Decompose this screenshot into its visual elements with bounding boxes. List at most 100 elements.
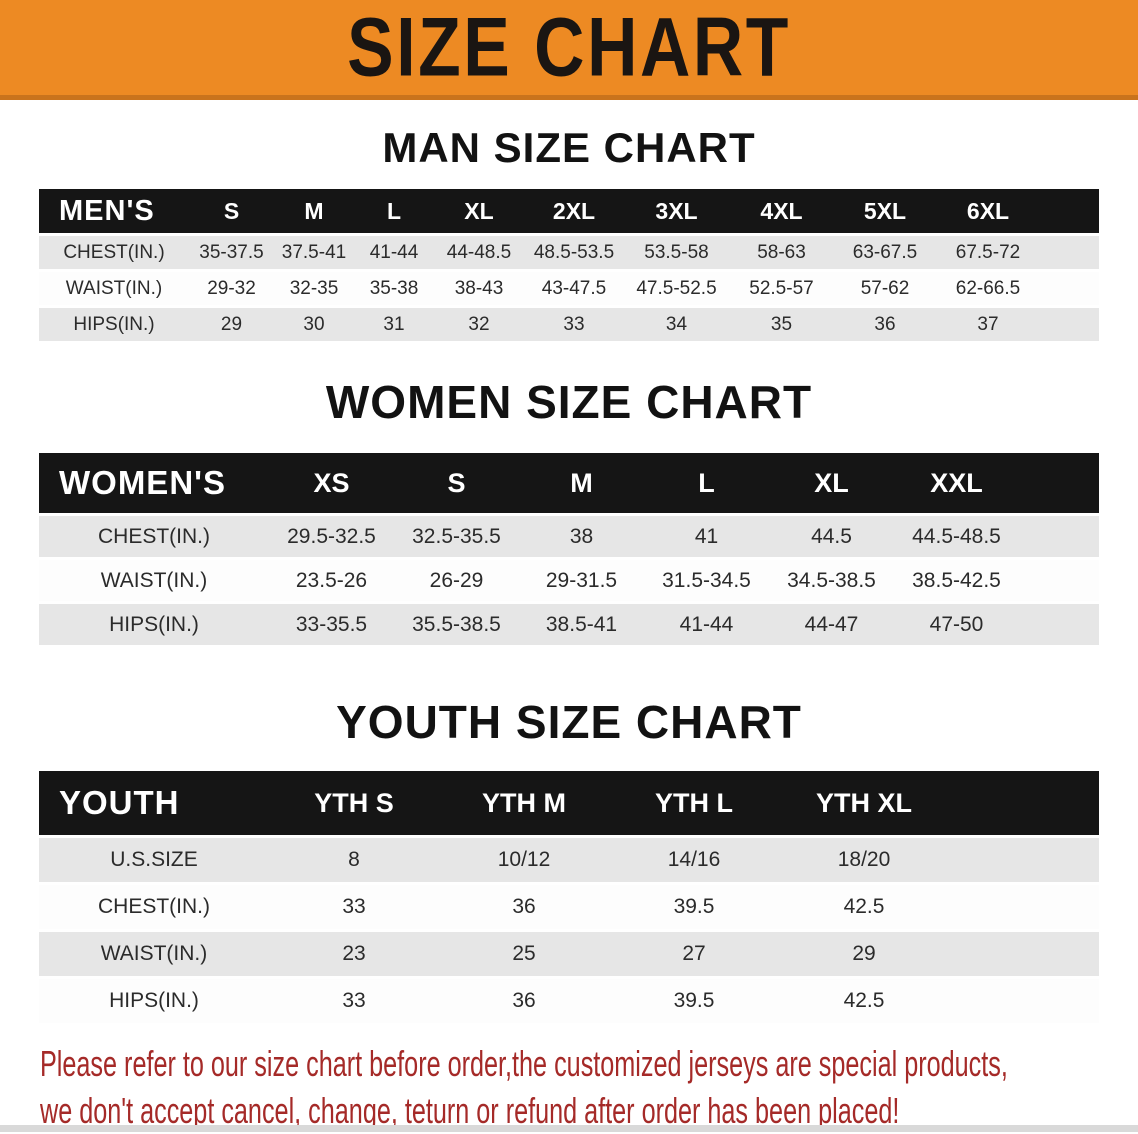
size-value-cell: 57-62 bbox=[834, 272, 936, 305]
size-value-cell: 39.5 bbox=[609, 885, 779, 929]
size-value-cell: 44-48.5 bbox=[434, 236, 524, 269]
size-column-header: XL bbox=[434, 189, 524, 233]
size-value-cell: 23 bbox=[269, 932, 439, 976]
size-value-cell: 32-35 bbox=[274, 272, 354, 305]
size-value-cell: 27 bbox=[609, 932, 779, 976]
row-spacer-cell bbox=[1019, 560, 1099, 601]
size-column-header: XXL bbox=[894, 453, 1019, 513]
size-column-header: YTH M bbox=[439, 771, 609, 835]
size-value-cell: 26-29 bbox=[394, 560, 519, 601]
header-spacer-cell bbox=[1019, 453, 1099, 513]
size-column-header: YTH XL bbox=[779, 771, 949, 835]
size-value-cell: 37 bbox=[936, 308, 1040, 341]
row-spacer-cell bbox=[1019, 516, 1099, 557]
size-value-cell: 34.5-38.5 bbox=[769, 560, 894, 601]
table-header-row: MEN'S S M L XL 2XL 3XL 4XL 5XL 6XL bbox=[39, 189, 1099, 233]
row-label: WAIST(IN.) bbox=[39, 560, 269, 601]
size-value-cell: 36 bbox=[834, 308, 936, 341]
size-value-cell: 38.5-41 bbox=[519, 604, 644, 645]
disclaimer-line-2: we don't accept cancel, change, teturn o… bbox=[40, 1090, 900, 1131]
size-value-cell: 38-43 bbox=[434, 272, 524, 305]
youth-size-chart-heading: YOUTH SIZE CHART bbox=[336, 696, 802, 748]
bottom-edge-strip bbox=[0, 1125, 1138, 1132]
size-value-cell: 48.5-53.5 bbox=[524, 236, 624, 269]
size-column-header: YTH S bbox=[269, 771, 439, 835]
women-size-chart-heading: WOMEN SIZE CHART bbox=[325, 376, 813, 428]
row-label: HIPS(IN.) bbox=[39, 604, 269, 645]
size-value-cell: 34 bbox=[624, 308, 729, 341]
size-value-cell: 35-38 bbox=[354, 272, 434, 305]
size-value-cell: 29-31.5 bbox=[519, 560, 644, 601]
table-header-row: WOMEN'S XS S M L XL XXL bbox=[39, 453, 1099, 513]
size-value-cell: 35 bbox=[729, 308, 834, 341]
size-value-cell: 38.5-42.5 bbox=[894, 560, 1019, 601]
size-column-header: L bbox=[354, 189, 434, 233]
size-value-cell: 47.5-52.5 bbox=[624, 272, 729, 305]
row-spacer-cell bbox=[949, 979, 1099, 1023]
row-label: WAIST(IN.) bbox=[39, 932, 269, 976]
size-value-cell: 14/16 bbox=[609, 838, 779, 882]
table-row: WAIST(IN.) 23 25 27 29 bbox=[39, 932, 1099, 976]
size-value-cell: 62-66.5 bbox=[936, 272, 1040, 305]
banner-title: SIZE CHART bbox=[347, 0, 791, 94]
row-spacer-cell bbox=[949, 885, 1099, 929]
size-value-cell: 36 bbox=[439, 979, 609, 1023]
row-spacer-cell bbox=[949, 932, 1099, 976]
size-value-cell: 63-67.5 bbox=[834, 236, 936, 269]
size-column-header: 5XL bbox=[834, 189, 936, 233]
size-value-cell: 33 bbox=[269, 979, 439, 1023]
size-value-cell: 67.5-72 bbox=[936, 236, 1040, 269]
row-label: CHEST(IN.) bbox=[39, 516, 269, 557]
size-value-cell: 42.5 bbox=[779, 885, 949, 929]
row-label: WAIST(IN.) bbox=[39, 272, 189, 305]
size-value-cell: 10/12 bbox=[439, 838, 609, 882]
size-value-cell: 47-50 bbox=[894, 604, 1019, 645]
size-column-header: 6XL bbox=[936, 189, 1040, 233]
row-spacer-cell bbox=[1040, 236, 1099, 269]
table-corner-label: MEN'S bbox=[39, 189, 189, 233]
disclaimer-text: Please refer to our size chart before or… bbox=[40, 1040, 1138, 1134]
row-spacer-cell bbox=[949, 838, 1099, 882]
size-value-cell: 35-37.5 bbox=[189, 236, 274, 269]
size-column-header: M bbox=[519, 453, 644, 513]
mens-size-table: MEN'S S M L XL 2XL 3XL 4XL 5XL 6XL CHEST(IN.) 35-37… bbox=[39, 186, 1099, 344]
size-value-cell: 8 bbox=[269, 838, 439, 882]
size-value-cell: 41-44 bbox=[644, 604, 769, 645]
womens-size-table: WOMEN'S XS S M L XL XXL CHEST(IN.) 29.5-32.5 32.5… bbox=[39, 450, 1099, 648]
table-corner-label: WOMEN'S bbox=[39, 453, 269, 513]
size-value-cell: 30 bbox=[274, 308, 354, 341]
size-value-cell: 31 bbox=[354, 308, 434, 341]
size-column-header: S bbox=[394, 453, 519, 513]
size-value-cell: 31.5-34.5 bbox=[644, 560, 769, 601]
size-value-cell: 43-47.5 bbox=[524, 272, 624, 305]
size-column-header: 2XL bbox=[524, 189, 624, 233]
header-spacer-cell bbox=[1040, 189, 1099, 233]
size-column-header: L bbox=[644, 453, 769, 513]
size-value-cell: 39.5 bbox=[609, 979, 779, 1023]
size-value-cell: 29 bbox=[779, 932, 949, 976]
size-value-cell: 33 bbox=[269, 885, 439, 929]
size-value-cell: 29-32 bbox=[189, 272, 274, 305]
disclaimer-line-1: Please refer to our size chart before or… bbox=[40, 1043, 1008, 1084]
size-value-cell: 58-63 bbox=[729, 236, 834, 269]
size-value-cell: 44.5-48.5 bbox=[894, 516, 1019, 557]
row-spacer-cell bbox=[1040, 272, 1099, 305]
size-value-cell: 53.5-58 bbox=[624, 236, 729, 269]
youth-size-table: YOUTH YTH S YTH M YTH L YTH XL U.S.SIZE 8 10/12… bbox=[39, 768, 1099, 1026]
size-value-cell: 29 bbox=[189, 308, 274, 341]
size-chart-banner: SIZE CHART bbox=[0, 0, 1138, 100]
table-row: CHEST(IN.) 35-37.5 37.5-41 41-44 44-48.5 48.5… bbox=[39, 236, 1099, 269]
size-value-cell: 42.5 bbox=[779, 979, 949, 1023]
man-size-chart-heading: MAN SIZE CHART bbox=[382, 124, 756, 171]
row-spacer-cell bbox=[1040, 308, 1099, 341]
table-row: CHEST(IN.) 33 36 39.5 42.5 bbox=[39, 885, 1099, 929]
size-value-cell: 33-35.5 bbox=[269, 604, 394, 645]
table-row: U.S.SIZE 8 10/12 14/16 18/20 bbox=[39, 838, 1099, 882]
row-label: CHEST(IN.) bbox=[39, 236, 189, 269]
row-label: U.S.SIZE bbox=[39, 838, 269, 882]
size-value-cell: 29.5-32.5 bbox=[269, 516, 394, 557]
size-column-header: 3XL bbox=[624, 189, 729, 233]
size-column-header: S bbox=[189, 189, 274, 233]
size-column-header: M bbox=[274, 189, 354, 233]
row-label: CHEST(IN.) bbox=[39, 885, 269, 929]
